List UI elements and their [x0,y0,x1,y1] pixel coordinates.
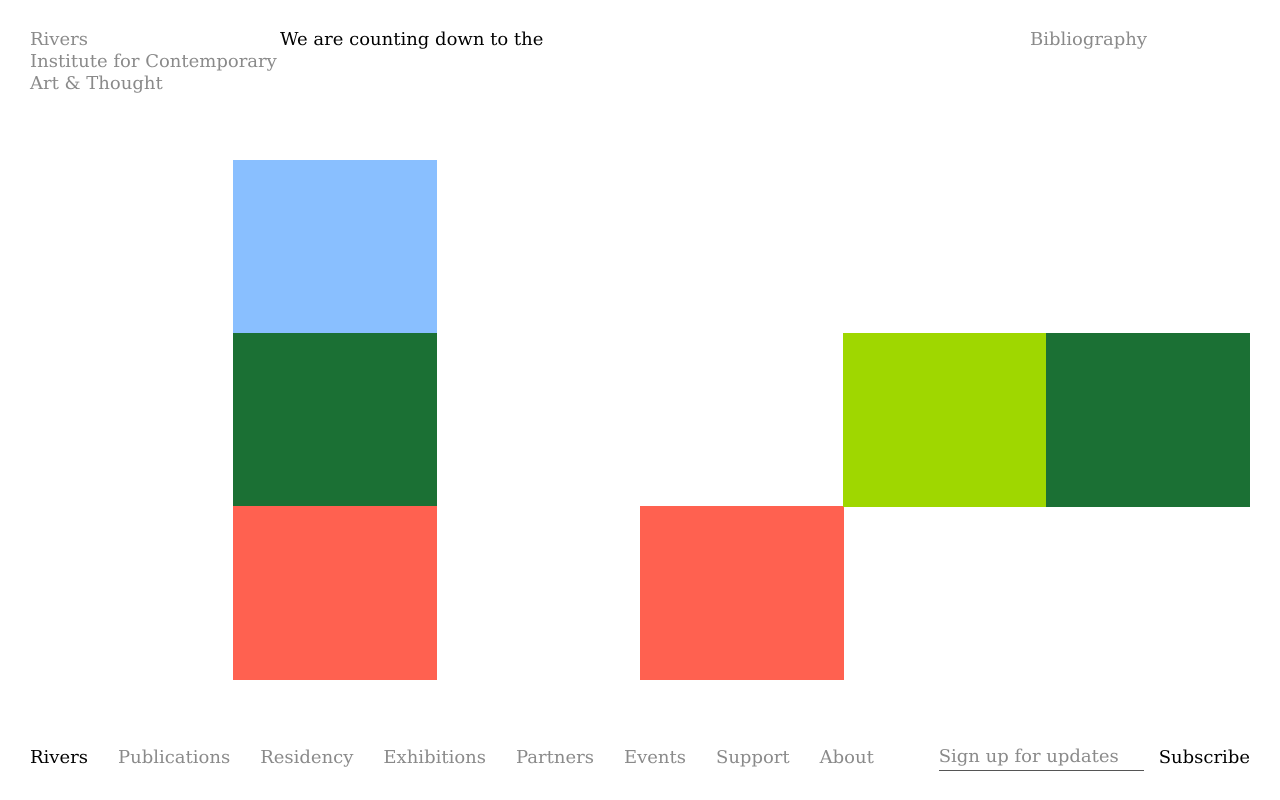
nav-item-exhibitions[interactable]: Exhibitions [383,747,486,768]
block-light-blue [233,160,437,334]
signup-email-input[interactable] [938,745,1144,771]
brand-link[interactable]: Rivers Institute for Contemporary Art & … [30,29,277,95]
block-lime [843,333,1047,507]
nav-item-partners[interactable]: Partners [516,747,594,768]
nav-item-residency[interactable]: Residency [260,747,354,768]
nav-item-about[interactable]: About [819,747,874,768]
bibliography-link[interactable]: Bibliography [1030,29,1147,50]
block-red [233,506,437,680]
block-dark-green [1046,333,1250,507]
footer-nav: Rivers Publications Residency Exhibition… [30,745,874,771]
brand-line-name: Rivers [30,29,88,50]
brand-line-institute: Institute for Contemporary [30,51,277,72]
nav-item-support[interactable]: Support [716,747,790,768]
signup-form: Subscribe [938,745,1250,771]
footer: Rivers Publications Residency Exhibition… [30,745,1250,775]
subscribe-button[interactable]: Subscribe [1159,745,1250,771]
block-red [640,506,844,680]
nav-item-rivers[interactable]: Rivers [30,747,88,768]
brand-line-subtitle: Art & Thought [30,73,163,94]
nav-item-publications[interactable]: Publications [117,747,231,768]
block-dark-green [233,333,437,507]
nav-item-events[interactable]: Events [623,747,686,768]
countdown-tagline: We are counting down to the [280,29,544,50]
